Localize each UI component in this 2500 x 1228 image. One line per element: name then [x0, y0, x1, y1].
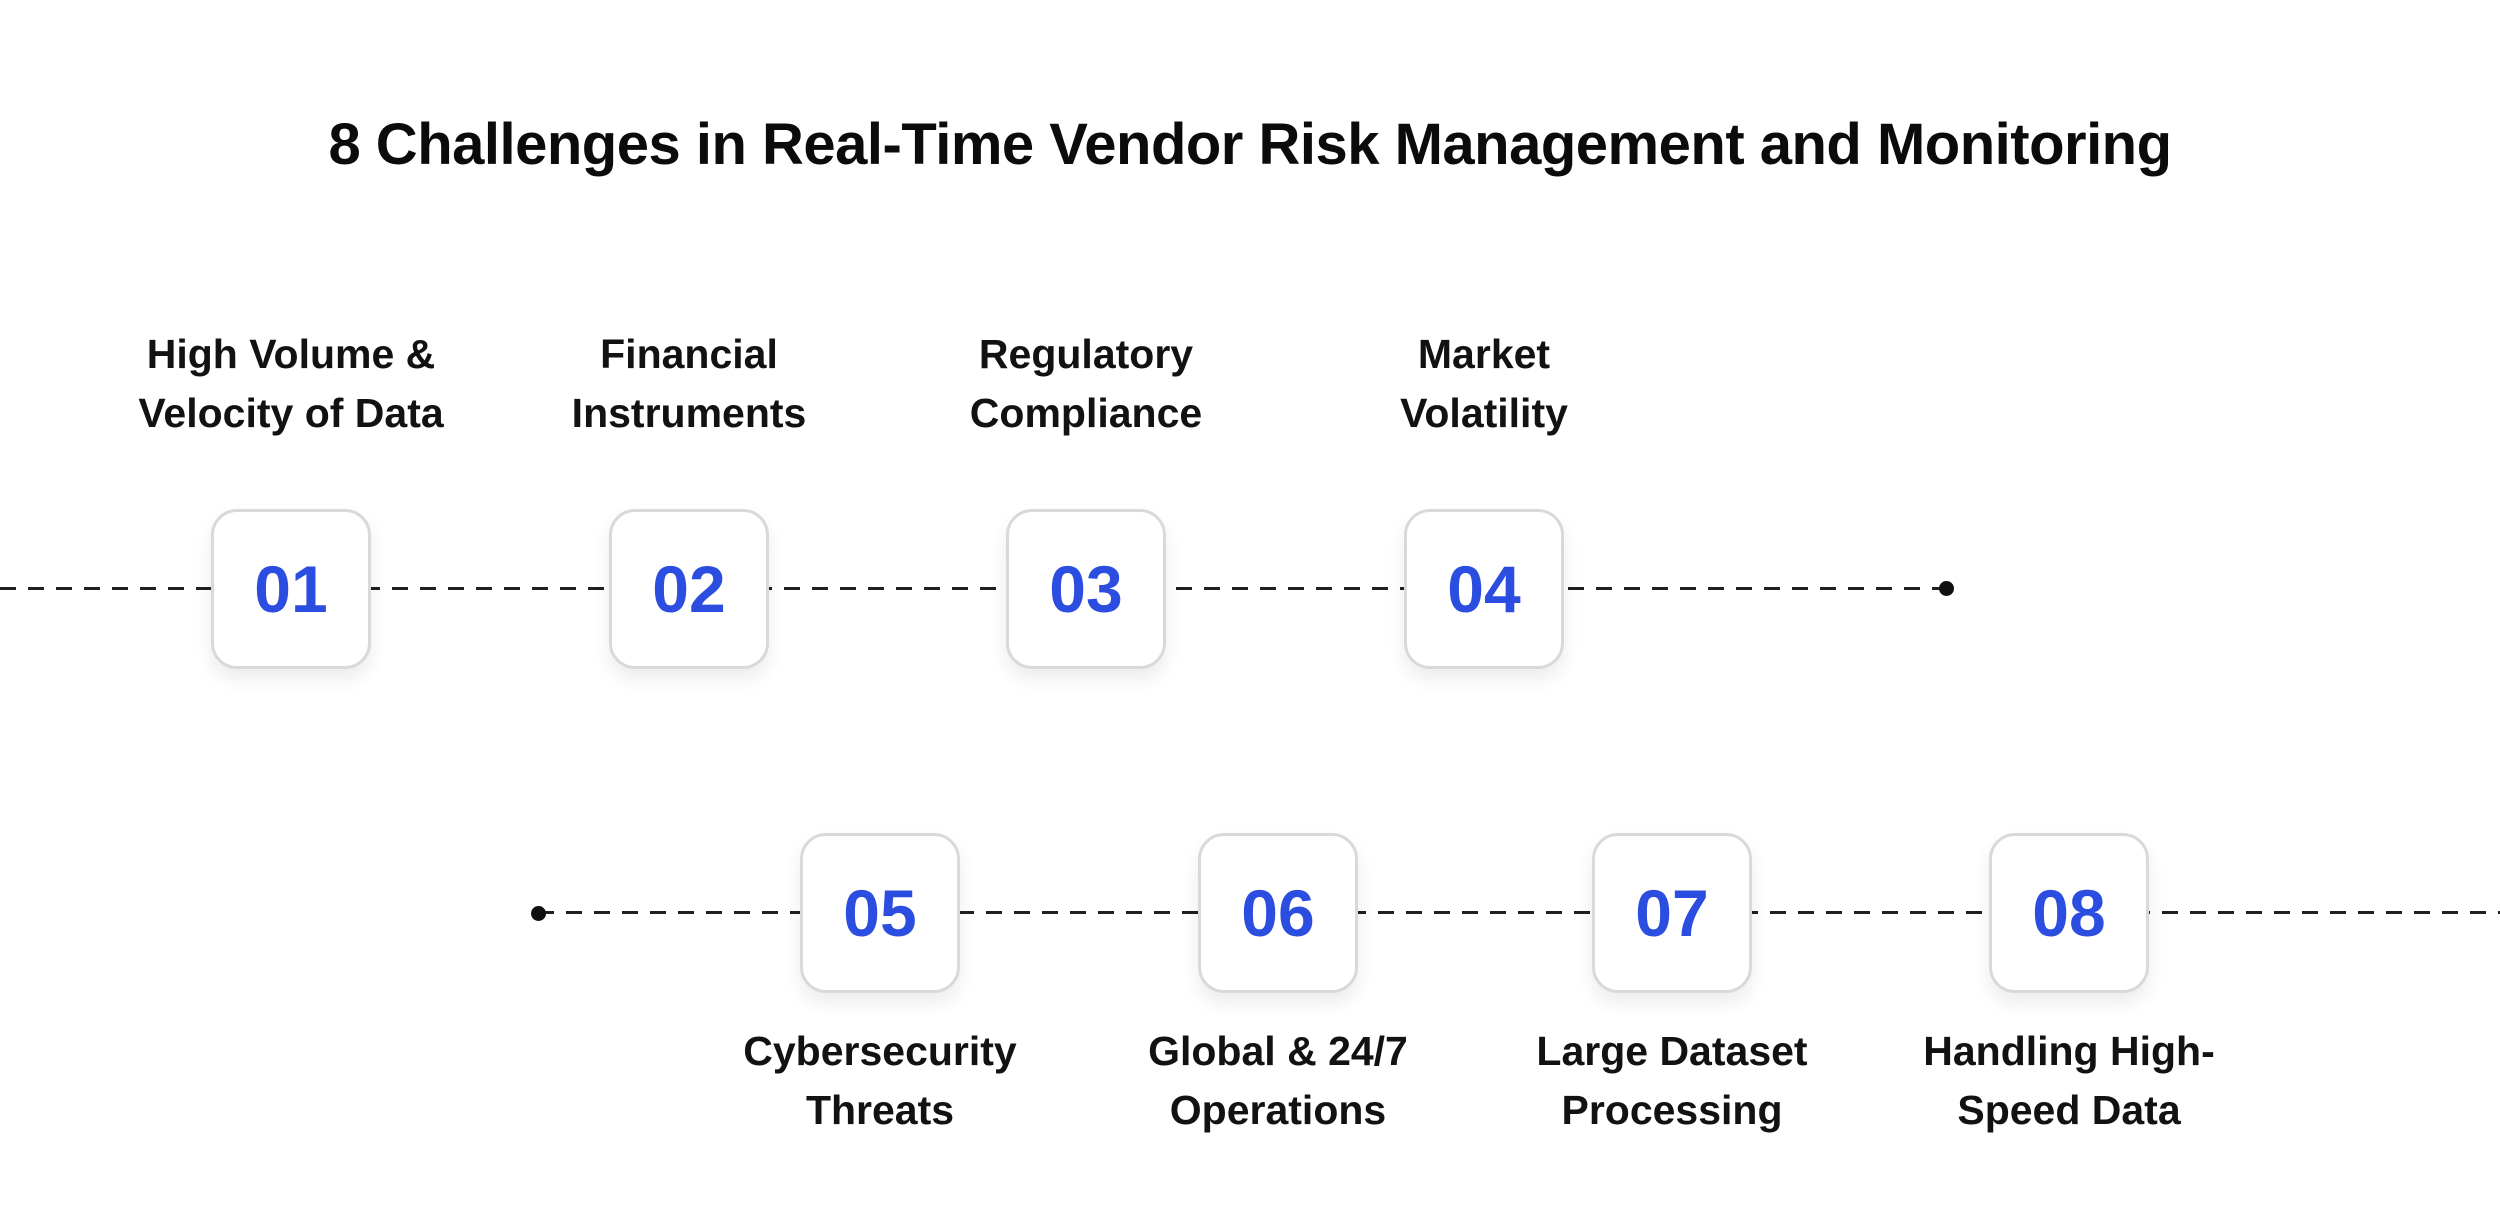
step-label-07: Large Dataset Processing	[1442, 1022, 1902, 1140]
top-timeline-endpoint-dot	[1939, 581, 1954, 596]
step-box-04: 04	[1404, 509, 1564, 669]
step-number-04: 04	[1447, 552, 1521, 626]
step-label-line: Volatility	[1400, 390, 1568, 436]
step-number-03: 03	[1049, 552, 1123, 626]
step-box-05: 05	[800, 833, 960, 993]
step-number-02: 02	[652, 552, 726, 626]
step-label-line: Compliance	[969, 390, 1203, 436]
step-label-line: Processing	[1561, 1087, 1783, 1133]
step-number-08: 08	[2032, 876, 2106, 950]
step-number-05: 05	[843, 876, 917, 950]
step-label-line: Global & 24/7	[1148, 1028, 1408, 1074]
step-label-01: High Volume & Velocity of Data	[61, 325, 521, 443]
step-label-line: Instruments	[571, 390, 807, 436]
step-box-08: 08	[1989, 833, 2149, 993]
page-title: 8 Challenges in Real-Time Vendor Risk Ma…	[328, 111, 2172, 177]
step-box-02: 02	[609, 509, 769, 669]
step-label-03: Regulatory Compliance	[856, 325, 1316, 443]
step-label-05: Cybersecurity Threats	[650, 1022, 1110, 1140]
step-label-line: Threats	[805, 1087, 955, 1133]
step-label-line: Operations	[1169, 1087, 1387, 1133]
step-label-line: High Volume &	[146, 331, 436, 377]
step-number-01: 01	[254, 552, 328, 626]
step-label-04: Market Volatility	[1254, 325, 1714, 443]
step-label-line: Large Dataset	[1536, 1028, 1808, 1074]
step-box-07: 07	[1592, 833, 1752, 993]
step-number-07: 07	[1635, 876, 1709, 950]
step-label-02: Financial Instruments	[459, 325, 919, 443]
step-label-08: Handling High- Speed Data	[1839, 1022, 2299, 1140]
step-label-line: Velocity of Data	[138, 390, 444, 436]
step-box-01: 01	[211, 509, 371, 669]
step-label-06: Global & 24/7 Operations	[1048, 1022, 1508, 1140]
bottom-timeline-dashed-line	[538, 911, 2500, 914]
step-label-line: Speed Data	[1957, 1087, 2181, 1133]
bottom-timeline-startpoint-dot	[531, 906, 546, 921]
step-label-line: Regulatory	[978, 331, 1194, 377]
step-box-06: 06	[1198, 833, 1358, 993]
step-label-line: Market	[1417, 331, 1551, 377]
step-number-06: 06	[1241, 876, 1315, 950]
step-label-line: Handling High-	[1923, 1028, 2215, 1074]
step-box-03: 03	[1006, 509, 1166, 669]
step-label-line: Financial	[600, 331, 778, 377]
step-label-line: Cybersecurity	[743, 1028, 1017, 1074]
top-timeline-dashed-line	[0, 587, 1946, 590]
